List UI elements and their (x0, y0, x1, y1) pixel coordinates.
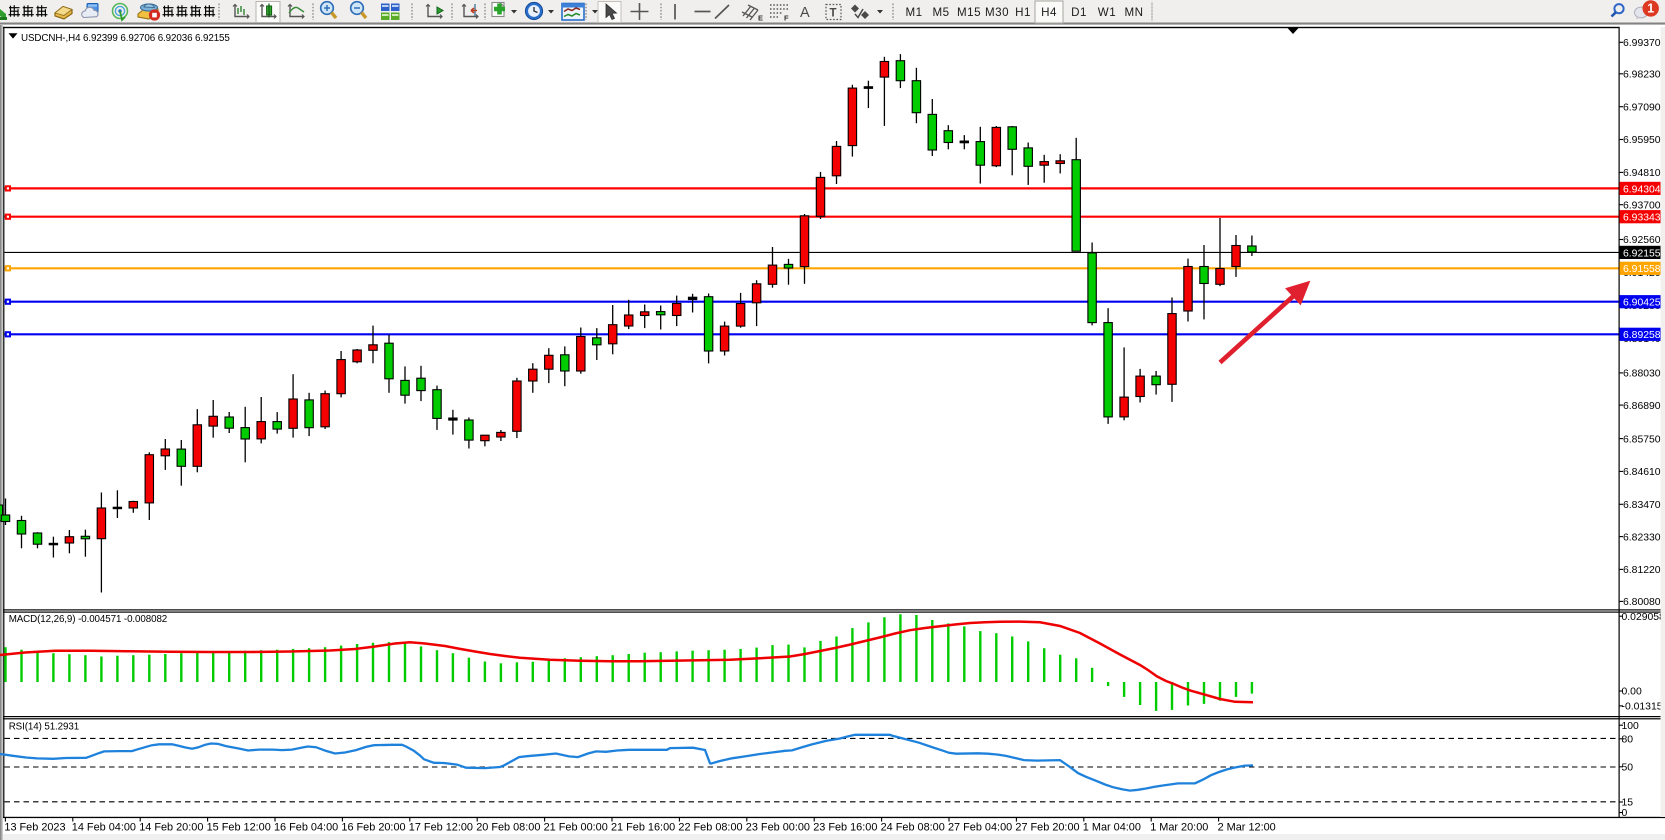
svg-text:6.85750: 6.85750 (1623, 434, 1661, 445)
svg-text:50: 50 (1622, 763, 1634, 774)
svg-text:W1: W1 (1098, 6, 1116, 19)
svg-text:16 Feb 20:00: 16 Feb 20:00 (341, 822, 405, 834)
svg-text:80: 80 (1622, 735, 1634, 746)
svg-text:20 Feb 08:00: 20 Feb 08:00 (476, 822, 540, 834)
svg-text:21 Feb 00:00: 21 Feb 00:00 (544, 822, 608, 834)
svg-text:6.90425: 6.90425 (1623, 298, 1661, 309)
svg-text:27 Feb 20:00: 27 Feb 20:00 (1015, 822, 1079, 834)
svg-text:14 Feb 04:00: 14 Feb 04:00 (72, 822, 136, 834)
svg-text:6.84610: 6.84610 (1623, 467, 1661, 478)
svg-text:A: A (800, 5, 810, 21)
svg-text:6.95950: 6.95950 (1623, 135, 1661, 146)
svg-text:0.029058: 0.029058 (1622, 612, 1665, 623)
svg-text:23 Feb 16:00: 23 Feb 16:00 (813, 822, 877, 834)
svg-text:1: 1 (1647, 2, 1654, 16)
svg-text:15 Feb 12:00: 15 Feb 12:00 (207, 822, 271, 834)
svg-text:6.97090: 6.97090 (1623, 102, 1661, 113)
svg-text:14 Feb 20:00: 14 Feb 20:00 (139, 822, 203, 834)
svg-text:M30: M30 (985, 6, 1009, 19)
svg-text:6.92155: 6.92155 (1623, 248, 1661, 259)
svg-text:1 Mar 20:00: 1 Mar 20:00 (1150, 822, 1208, 834)
svg-text:H1: H1 (1015, 6, 1031, 19)
svg-text:H4: H4 (1041, 6, 1057, 19)
svg-text:E: E (758, 14, 763, 23)
svg-text:21 Feb 16:00: 21 Feb 16:00 (611, 822, 675, 834)
svg-text:6.80080: 6.80080 (1623, 597, 1661, 608)
svg-text:6.86890: 6.86890 (1623, 401, 1661, 412)
svg-text:6.93343: 6.93343 (1623, 213, 1661, 224)
svg-text:2 Mar 12:00: 2 Mar 12:00 (1218, 822, 1276, 834)
svg-text:MACD(12,26,9) -0.004571 -0.008: MACD(12,26,9) -0.004571 -0.008082 (9, 614, 167, 625)
svg-text:6.81220: 6.81220 (1623, 565, 1661, 576)
svg-text:6.83470: 6.83470 (1623, 500, 1661, 511)
svg-text:6.94810: 6.94810 (1623, 168, 1661, 179)
svg-text:6.98230: 6.98230 (1623, 70, 1661, 81)
svg-text:6.99370: 6.99370 (1623, 38, 1661, 49)
svg-text:MN: MN (1124, 6, 1143, 19)
svg-text:0: 0 (1622, 808, 1628, 819)
svg-text:16 Feb 04:00: 16 Feb 04:00 (274, 822, 338, 834)
svg-text:D1: D1 (1071, 6, 1087, 19)
svg-text:13 Feb 2023: 13 Feb 2023 (4, 822, 65, 834)
svg-text:17 Feb 12:00: 17 Feb 12:00 (409, 822, 473, 834)
svg-text:6.94304: 6.94304 (1623, 184, 1661, 195)
svg-text:USDCNH-,H4 6.92399 6.92706 6.: USDCNH-,H4 6.92399 6.92706 6.92036 6.921… (21, 33, 230, 44)
svg-text:22 Feb 08:00: 22 Feb 08:00 (678, 822, 742, 834)
svg-text:0.00: 0.00 (1622, 687, 1642, 698)
svg-text:M5: M5 (932, 6, 949, 19)
svg-text:27 Feb 04:00: 27 Feb 04:00 (948, 822, 1012, 834)
svg-text:24 Feb 08:00: 24 Feb 08:00 (881, 822, 945, 834)
svg-text:6.91558: 6.91558 (1623, 264, 1661, 275)
svg-text:M1: M1 (905, 6, 922, 19)
svg-text:6.82330: 6.82330 (1623, 532, 1661, 543)
svg-text:15: 15 (1622, 798, 1634, 809)
svg-text:6.93700: 6.93700 (1623, 200, 1661, 211)
svg-text:RSI(14) 51.2931: RSI(14) 51.2931 (9, 722, 79, 733)
svg-text:6.92560: 6.92560 (1623, 235, 1661, 246)
svg-text:1 Mar 04:00: 1 Mar 04:00 (1083, 822, 1141, 834)
svg-text:T: T (830, 8, 837, 20)
svg-text:23 Feb 00:00: 23 Feb 00:00 (746, 822, 810, 834)
svg-text:6.89258: 6.89258 (1623, 330, 1661, 341)
svg-text:M15: M15 (957, 6, 981, 19)
svg-text:F: F (784, 14, 789, 23)
svg-text:6.88030: 6.88030 (1623, 369, 1661, 380)
svg-text:100: 100 (1622, 721, 1640, 732)
svg-text:-0.013154: -0.013154 (1622, 702, 1665, 713)
